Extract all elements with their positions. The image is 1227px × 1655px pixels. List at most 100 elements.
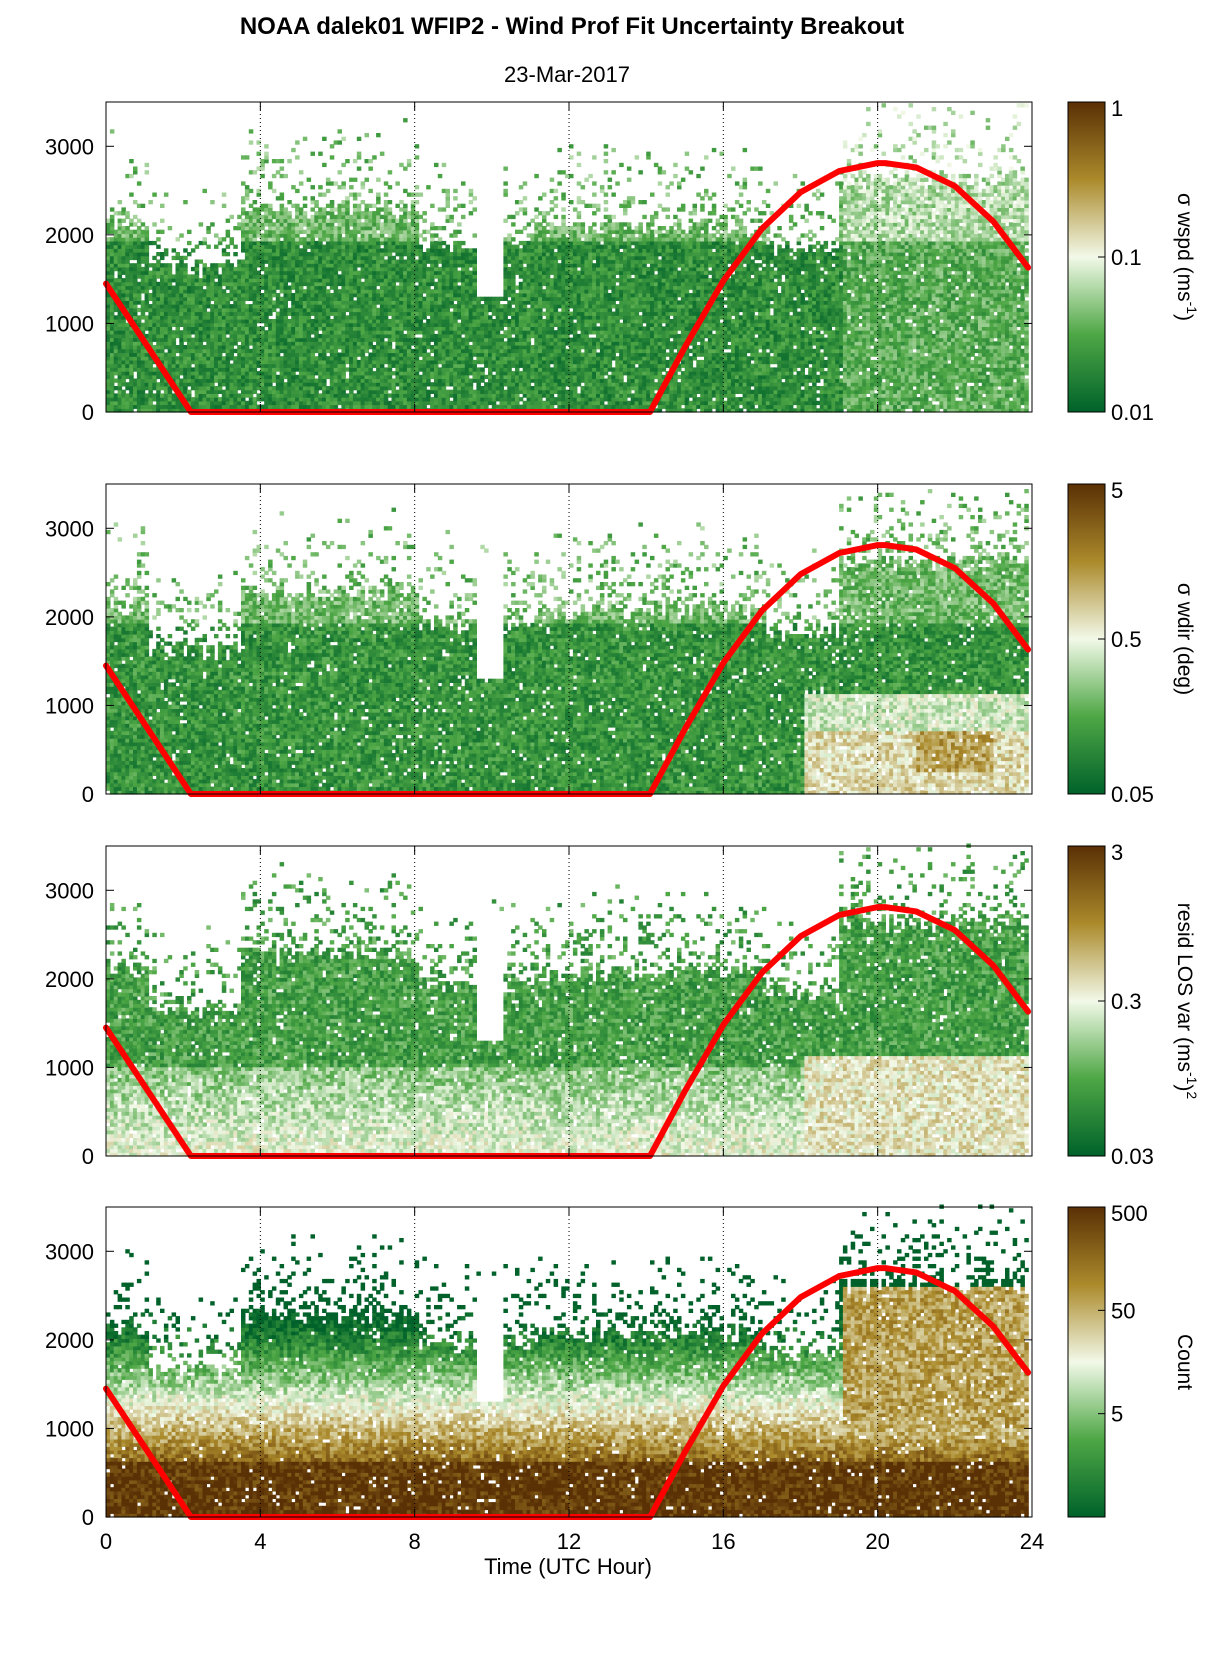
heatmap-cell — [148, 319, 153, 323]
heatmap-cell — [318, 271, 323, 275]
heatmap-cell — [152, 323, 157, 327]
heatmap-cell — [272, 252, 277, 256]
heatmap-cell — [129, 219, 134, 223]
heatmap-cell — [253, 226, 258, 230]
heatmap-cell — [318, 349, 323, 353]
heatmap-cell — [226, 308, 231, 312]
heatmap-cell — [326, 367, 331, 371]
heatmap-cell — [291, 326, 296, 330]
heatmap-cell — [226, 260, 231, 264]
heatmap-cell — [152, 267, 157, 271]
heatmap-cell — [260, 215, 265, 219]
heatmap-cell — [260, 241, 265, 245]
heatmap-cell — [172, 371, 177, 375]
heatmap-cell — [260, 293, 265, 297]
heatmap-cell — [241, 297, 246, 301]
heatmap-cell — [106, 263, 111, 267]
heatmap-cell — [172, 393, 177, 397]
heatmap-cell — [114, 401, 119, 405]
heatmap-cell — [287, 252, 292, 256]
heatmap-cell — [318, 353, 323, 357]
heatmap-cell — [291, 319, 296, 323]
heatmap-cell — [218, 397, 223, 401]
heatmap-cell — [179, 256, 184, 260]
heatmap-cell — [199, 397, 204, 401]
heatmap-cell — [318, 300, 323, 304]
heatmap-cell — [233, 382, 238, 386]
heatmap-cell — [121, 371, 126, 375]
heatmap-cell — [214, 304, 219, 308]
heatmap-cell — [230, 241, 235, 245]
heatmap-cell — [314, 252, 319, 256]
heatmap-cell — [148, 386, 153, 390]
heatmap-cell — [299, 401, 304, 405]
heatmap-cell — [148, 271, 153, 275]
heatmap-cell — [233, 393, 238, 397]
heatmap-cell — [168, 356, 173, 360]
heatmap-cell — [264, 345, 269, 349]
heatmap-cell — [218, 379, 223, 383]
heatmap-cell — [241, 386, 246, 390]
heatmap-cell — [141, 353, 146, 357]
heatmap-cell — [280, 174, 285, 178]
heatmap-cell — [141, 356, 146, 360]
heatmap-cell — [241, 312, 246, 316]
heatmap-cell — [272, 245, 277, 249]
heatmap-cell — [121, 319, 126, 323]
heatmap-cell — [291, 222, 296, 226]
heatmap-cell — [272, 349, 277, 353]
heatmap-cell — [287, 293, 292, 297]
heatmap-cell — [291, 204, 296, 208]
heatmap-cell — [233, 304, 238, 308]
heatmap-cell — [318, 375, 323, 379]
heatmap-cell — [253, 207, 258, 211]
heatmap-cell — [260, 278, 265, 282]
heatmap-cell — [226, 390, 231, 394]
heatmap-cell — [187, 341, 192, 345]
heatmap-cell — [168, 319, 173, 323]
heatmap-cell — [195, 330, 200, 334]
heatmap-cell — [125, 386, 130, 390]
heatmap-cell — [195, 371, 200, 375]
heatmap-cell — [264, 371, 269, 375]
heatmap-cell — [160, 282, 165, 286]
heatmap-cell — [272, 323, 277, 327]
heatmap-cell — [260, 367, 265, 371]
heatmap-cell — [226, 364, 231, 368]
heatmap-cell — [291, 393, 296, 397]
heatmap-cell — [226, 319, 231, 323]
heatmap-cell — [280, 304, 285, 308]
heatmap-cell — [195, 300, 200, 304]
heatmap-cell — [176, 326, 181, 330]
heatmap-cell — [179, 345, 184, 349]
heatmap-cell — [141, 222, 146, 226]
heatmap-cell — [314, 308, 319, 312]
heatmap-cell — [145, 260, 150, 264]
heatmap-cell — [152, 256, 157, 260]
heatmap-cell — [272, 360, 277, 364]
heatmap-cell — [145, 226, 150, 230]
heatmap-cell — [253, 405, 258, 409]
heatmap-cell — [299, 315, 304, 319]
heatmap-cell — [314, 315, 319, 319]
heatmap-cell — [264, 241, 269, 245]
heatmap-cell — [133, 308, 138, 312]
heatmap-cell — [264, 219, 269, 223]
heatmap-cell — [152, 222, 157, 226]
heatmap-cell — [299, 226, 304, 230]
heatmap-cell — [260, 315, 265, 319]
heatmap-cell — [245, 341, 250, 345]
heatmap-cell — [218, 308, 223, 312]
heatmap-cell — [133, 338, 138, 342]
heatmap-cell — [241, 360, 246, 364]
heatmap-cell — [133, 300, 138, 304]
heatmap-cell — [137, 297, 142, 301]
heatmap-cell — [268, 181, 273, 185]
heatmap-cell — [141, 286, 146, 290]
heatmap-cell — [133, 304, 138, 308]
heatmap-cell — [141, 382, 146, 386]
heatmap-cell — [137, 319, 142, 323]
heatmap-cell — [318, 278, 323, 282]
heatmap-cell — [280, 393, 285, 397]
heatmap-cell — [226, 286, 231, 290]
